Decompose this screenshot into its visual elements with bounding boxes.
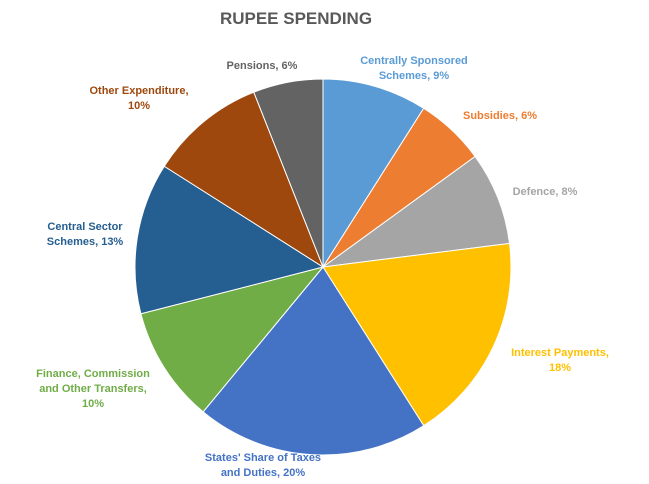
slice-label-3: Defence, 8% — [513, 186, 578, 198]
pie-slice-1 — [322, 78, 425, 269]
slice-label-4: Interest Payments, 18% — [511, 347, 609, 374]
slice-label-6: Finance, Commission and Other Transfers, 1… — [36, 368, 150, 410]
slice-label-line: Interest Payments, — [511, 347, 609, 359]
slice-label-line: Finance, Commission — [36, 368, 150, 380]
pie-slice-9 — [253, 78, 324, 268]
pie-slice-5 — [202, 266, 425, 456]
slice-label-line: Subsidies, 6% — [463, 110, 537, 122]
pie-slice-8 — [163, 91, 325, 269]
slice-label-5: States' Share of Taxes and Duties, 20% — [205, 452, 321, 479]
slice-label-9: Pensions, 6% — [227, 60, 298, 72]
slice-label-line: Defence, 8% — [513, 186, 578, 198]
slice-label-8: Other Expenditure, 10% — [89, 85, 188, 112]
slice-label-line: 18% — [549, 362, 571, 374]
slice-label-2: Subsidies, 6% — [463, 110, 537, 122]
pie-slice-4 — [322, 242, 512, 427]
slice-label-line: 10% — [82, 398, 104, 410]
pie-slice-3 — [322, 155, 511, 268]
slice-label-7: Central Sector Schemes, 13% — [47, 221, 124, 248]
pie-slice-6 — [140, 266, 325, 413]
slice-label-line: Schemes, 13% — [47, 236, 124, 248]
chart-title: RUPEE SPENDING — [220, 9, 372, 28]
slice-label-line: States' Share of Taxes — [205, 452, 321, 464]
slice-label-line: Central Sector — [47, 221, 123, 233]
pie-slices — [134, 78, 512, 456]
slice-label-line: Schemes, 9% — [379, 70, 450, 82]
slice-label-line: 10% — [128, 100, 150, 112]
slice-label-line: and Other Transfers, — [39, 383, 147, 395]
slice-label-line: Centrally Sponsored — [360, 55, 468, 67]
slice-label-line: Pensions, 6% — [227, 60, 298, 72]
pie-slice-7 — [134, 165, 325, 315]
slice-labels: Centrally Sponsored Schemes, 9% Subsidies,… — [36, 55, 609, 479]
slice-label-line: and Duties, 20% — [221, 467, 306, 479]
slice-label-line: Other Expenditure, — [89, 85, 188, 97]
slice-label-1: Centrally Sponsored Schemes, 9% — [360, 55, 468, 82]
